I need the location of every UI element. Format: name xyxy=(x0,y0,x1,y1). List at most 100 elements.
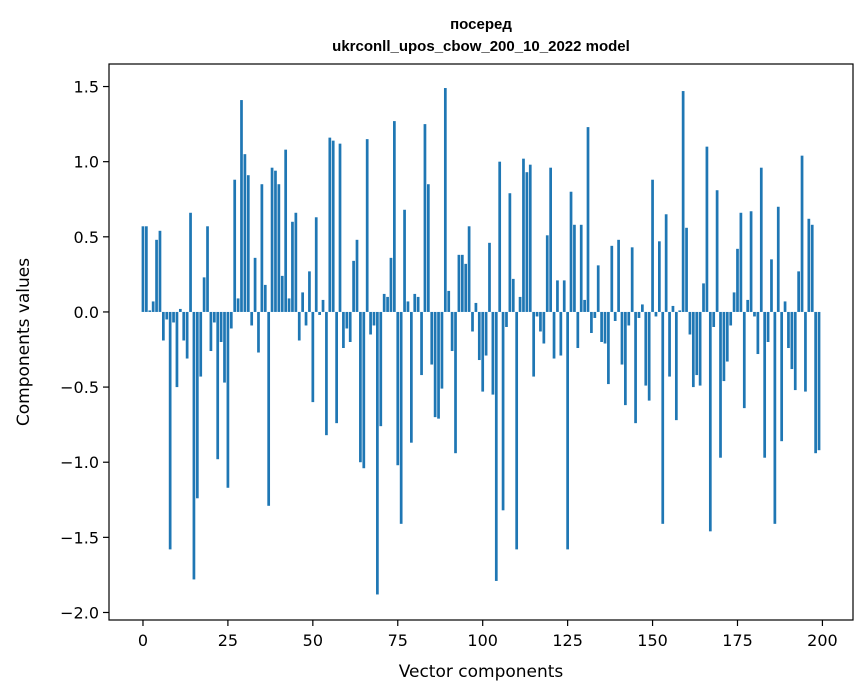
bar-199 xyxy=(817,311,821,451)
bar-190 xyxy=(787,311,790,349)
bar-133 xyxy=(593,311,597,318)
x-tick-label: 75 xyxy=(388,631,408,650)
bar-158 xyxy=(678,310,682,312)
bar-186 xyxy=(773,311,777,524)
bar-71 xyxy=(382,293,386,312)
bar-88 xyxy=(440,311,444,389)
bar-18 xyxy=(202,277,206,312)
bar-28 xyxy=(236,298,240,312)
bar-115 xyxy=(532,311,536,377)
bar-151 xyxy=(654,311,658,317)
bar-120 xyxy=(549,167,552,312)
bar-178 xyxy=(746,299,750,312)
bar-189 xyxy=(783,301,787,312)
bar-83 xyxy=(423,124,427,312)
bar-134 xyxy=(596,265,600,312)
bar-37 xyxy=(267,311,271,506)
bar-179 xyxy=(749,211,753,312)
bar-171 xyxy=(722,311,726,382)
bar-144 xyxy=(630,247,634,312)
bar-75 xyxy=(396,311,400,466)
bar-194 xyxy=(800,155,804,312)
chart-title-line-2: ukrconll_upos_cbow_200_10_2022 model xyxy=(332,38,630,55)
bar-56 xyxy=(331,140,335,312)
bar-109 xyxy=(511,278,515,312)
bar-116 xyxy=(535,311,539,317)
bar-19 xyxy=(206,226,209,312)
y-tick-label: −1.0 xyxy=(60,453,99,472)
bar-127 xyxy=(573,224,576,312)
bar-48 xyxy=(304,311,308,326)
bar-148 xyxy=(644,311,648,386)
bar-140 xyxy=(617,239,620,312)
bar-119 xyxy=(545,235,549,312)
bar-86 xyxy=(433,311,437,418)
bar-15 xyxy=(192,311,196,580)
bar-160 xyxy=(685,227,688,312)
bar-105 xyxy=(498,161,502,312)
bar-8 xyxy=(168,311,172,550)
bar-153 xyxy=(661,311,665,524)
bar-101 xyxy=(484,311,488,356)
bar-130 xyxy=(583,299,586,312)
bar-61 xyxy=(348,311,352,342)
bar-106 xyxy=(501,311,505,511)
y-tick-label: 1.5 xyxy=(74,78,99,97)
bar-126 xyxy=(569,191,573,312)
bar-54 xyxy=(325,311,328,436)
bar-33 xyxy=(253,257,257,312)
bar-188 xyxy=(780,311,784,442)
bar-121 xyxy=(552,311,556,359)
bar-193 xyxy=(797,271,800,312)
bar-172 xyxy=(725,311,729,362)
y-axis-ticks: −2.0 −1.5 −1.0 −0.5 0.0 0.5 1.0 1.5 xyxy=(60,78,109,622)
bar-44 xyxy=(291,221,294,312)
plot-frame xyxy=(108,63,854,621)
bar-6 xyxy=(162,311,165,341)
bar-72 xyxy=(386,296,389,312)
bar-163 xyxy=(695,311,699,376)
y-tick-label: 0.5 xyxy=(74,228,99,247)
y-tick-label: −2.0 xyxy=(60,603,99,622)
chart-title-line-1: посеред xyxy=(450,16,512,33)
y-axis-label: Components values xyxy=(14,258,34,426)
bar-34 xyxy=(257,311,260,353)
bar-46 xyxy=(297,311,301,341)
bar-141 xyxy=(620,311,624,365)
bar-91 xyxy=(450,311,454,352)
bar-0 xyxy=(141,226,145,312)
bar-169 xyxy=(715,190,719,312)
bar-39 xyxy=(274,170,277,312)
bar-89 xyxy=(443,88,447,312)
bar-143 xyxy=(627,311,631,326)
bar-182 xyxy=(759,167,763,312)
bar-197 xyxy=(810,224,814,312)
bar-60 xyxy=(345,311,349,329)
x-tick-label: 100 xyxy=(467,631,498,650)
bar-174 xyxy=(732,292,736,312)
bar-102 xyxy=(488,242,491,312)
bar-65 xyxy=(362,311,366,469)
bar-180 xyxy=(753,311,756,317)
bar-184 xyxy=(766,311,770,342)
bar-80 xyxy=(413,293,417,312)
bar-99 xyxy=(477,311,481,361)
bar-77 xyxy=(403,209,406,312)
bar-40 xyxy=(277,184,281,312)
bar-173 xyxy=(729,311,733,326)
y-tick-label: 0.0 xyxy=(74,303,99,322)
bar-23 xyxy=(219,311,223,342)
bar-118 xyxy=(542,311,546,344)
bar-38 xyxy=(270,167,274,312)
bar-70 xyxy=(379,311,383,427)
bar-10 xyxy=(175,311,179,388)
bar-164 xyxy=(698,311,702,386)
bar-55 xyxy=(328,137,332,312)
x-tick-label: 200 xyxy=(807,631,838,650)
y-tick-label: −0.5 xyxy=(60,378,99,397)
x-tick-label: 125 xyxy=(552,631,583,650)
x-tick-label: 25 xyxy=(218,631,238,650)
bar-51 xyxy=(314,217,318,312)
bar-5 xyxy=(158,230,162,312)
bar-85 xyxy=(430,311,434,365)
